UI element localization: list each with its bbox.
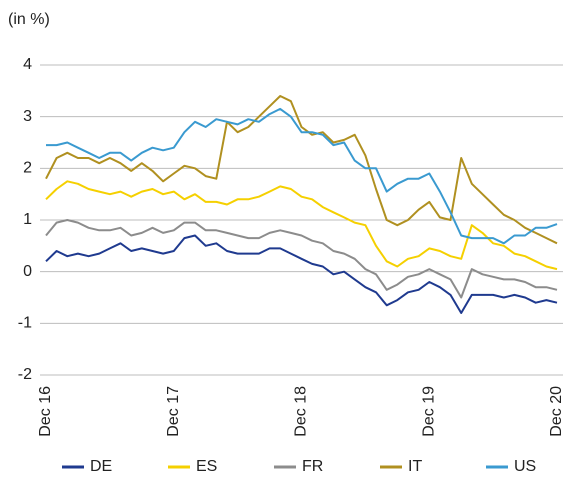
line-series	[45, 234, 558, 314]
legend-label: US	[514, 458, 536, 475]
y-tick-label: 3	[23, 108, 32, 125]
y-tick-label: 2	[23, 160, 32, 177]
y-tick-label: -2	[18, 366, 32, 383]
legend-label: ES	[196, 458, 217, 475]
x-tick-label: Dec 19	[420, 386, 437, 437]
legend-label: IT	[408, 458, 422, 475]
y-tick-label: -1	[18, 315, 32, 332]
chart-title: (in %)	[8, 11, 50, 28]
x-tick-label: Dec 17	[165, 386, 182, 437]
line-series	[45, 180, 558, 271]
x-tick-label: Dec 18	[293, 386, 310, 437]
x-tick-label: Dec 20	[548, 386, 565, 437]
y-tick-label: 4	[23, 56, 32, 73]
line-series	[45, 95, 558, 245]
y-tick-label: 1	[23, 211, 32, 228]
y-tick-label: 0	[23, 263, 32, 280]
legend-label: DE	[90, 458, 112, 475]
line-series	[45, 219, 558, 299]
line-series	[46, 107, 558, 245]
legend-label: FR	[302, 458, 323, 475]
x-tick-label: Dec 16	[37, 386, 54, 437]
